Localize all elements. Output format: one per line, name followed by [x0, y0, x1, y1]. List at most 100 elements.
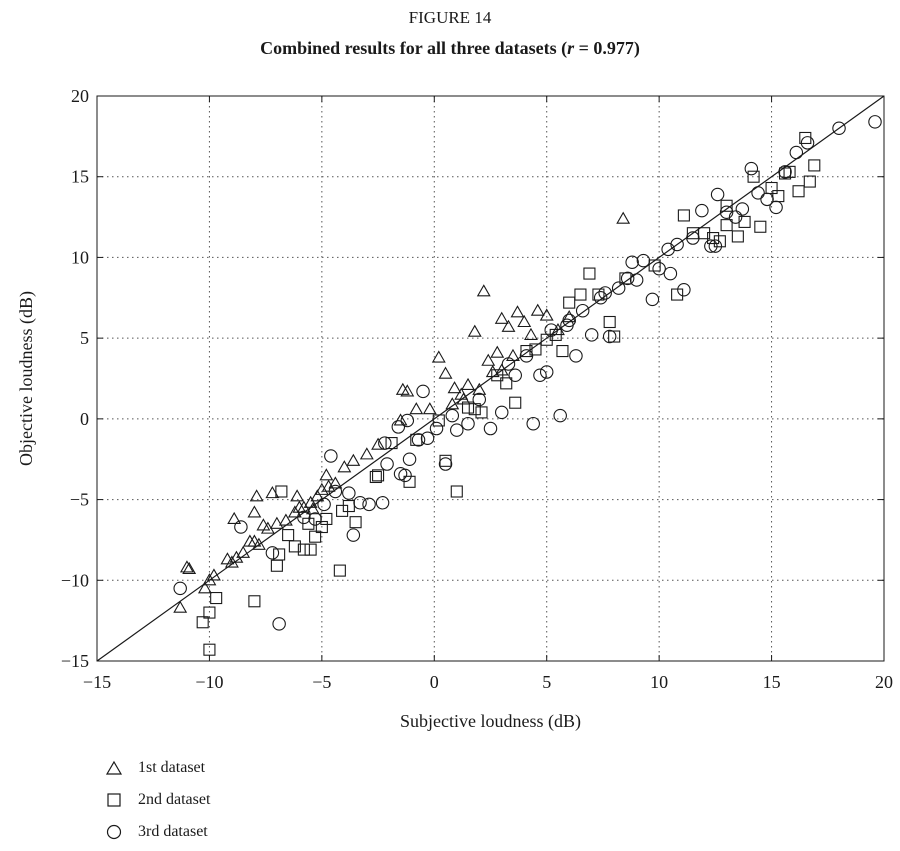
point-dataset-1 [247, 505, 262, 518]
point-dataset-3 [297, 510, 311, 525]
point-dataset-3 [620, 271, 635, 286]
circle-icon [106, 824, 122, 840]
point-dataset-3 [380, 457, 394, 471]
point-dataset-3 [317, 497, 331, 512]
point-dataset-3 [710, 187, 725, 202]
x-tick-label: −5 [312, 672, 331, 692]
point-dataset-2 [333, 564, 346, 577]
point-dataset-3 [686, 231, 700, 245]
point-dataset-1 [454, 387, 469, 400]
point-dataset-3 [670, 237, 684, 252]
legend-label-2nd: 2nd dataset [138, 791, 211, 808]
point-dataset-3 [519, 349, 534, 363]
point-dataset-2 [549, 328, 562, 341]
point-dataset-2 [671, 288, 684, 301]
point-dataset-3 [234, 520, 248, 534]
point-dataset-1 [269, 516, 284, 529]
point-dataset-3 [173, 581, 187, 596]
point-dataset-1 [220, 552, 235, 565]
grid-lines [97, 96, 884, 661]
point-dataset-1 [227, 511, 242, 524]
point-dataset-2 [304, 543, 317, 556]
point-dataset-1 [290, 489, 305, 502]
point-dataset-2 [677, 209, 690, 222]
x-axis-label: Subjective loudness (dB) [400, 711, 581, 732]
point-dataset-3 [800, 136, 815, 150]
triangle-icon [105, 760, 123, 775]
point-dataset-1 [256, 518, 271, 531]
point-dataset-1 [510, 305, 525, 318]
point-dataset-2 [574, 288, 587, 301]
point-dataset-2 [450, 485, 463, 498]
y-tick-label: −10 [61, 570, 89, 590]
point-dataset-1 [485, 364, 500, 378]
point-dataset-2 [320, 512, 333, 525]
point-dataset-1 [206, 568, 221, 581]
point-dataset-1 [236, 545, 251, 558]
point-dataset-2 [315, 520, 328, 534]
point-dataset-2 [720, 199, 733, 212]
point-dataset-1 [400, 384, 415, 397]
point-dataset-3 [539, 365, 554, 379]
point-dataset-2 [808, 159, 821, 172]
point-dataset-2 [439, 454, 452, 467]
point-dataset-2 [342, 499, 355, 513]
x-tick-label: −15 [83, 672, 111, 692]
scatter-chart: −15 −10 −5 0 5 10 15 20 −15 −10 −5 0 5 10 15 20 Subject… [16, 86, 893, 732]
point-dataset-1 [445, 397, 460, 410]
point-dataset-3 [378, 436, 392, 450]
point-dataset-2 [731, 230, 744, 243]
point-dataset-1 [393, 413, 408, 426]
point-dataset-3 [728, 210, 743, 224]
point-dataset-2 [783, 165, 796, 178]
point-dataset-3 [744, 161, 759, 176]
legend-item-3rd: 3rd dataset [102, 816, 210, 848]
x-tick-label: 5 [542, 672, 551, 692]
point-dataset-1 [305, 502, 320, 515]
point-dataset-3 [416, 384, 430, 399]
point-dataset-1 [530, 303, 545, 316]
point-dataset-1 [359, 447, 374, 460]
point-dataset-2 [529, 343, 542, 356]
point-dataset-3 [483, 421, 498, 436]
point-dataset-3 [663, 266, 678, 281]
point-dataset-1 [409, 402, 424, 415]
legend-item-1st: 1st dataset [102, 752, 210, 784]
point-dataset-3 [652, 261, 666, 276]
point-dataset-3 [575, 303, 590, 318]
point-dataset-2 [369, 470, 382, 484]
point-dataset-3 [411, 433, 426, 447]
point-dataset-1 [472, 382, 487, 395]
point-dataset-2 [792, 185, 805, 198]
legend-label-1st: 1st dataset [138, 759, 206, 776]
point-dataset-3 [265, 546, 280, 560]
point-dataset-2 [698, 227, 711, 240]
point-dataset-1 [422, 402, 437, 415]
point-dataset-1 [616, 211, 631, 224]
legend-item-2nd: 2nd dataset [102, 784, 210, 816]
point-dataset-1 [467, 324, 482, 337]
y-tick-label: −5 [70, 490, 89, 510]
point-dataset-1 [517, 314, 532, 328]
point-dataset-3 [393, 466, 408, 481]
point-dataset-1 [539, 308, 554, 321]
point-dataset-1 [476, 284, 491, 297]
point-dataset-1 [501, 319, 516, 332]
y-tick-label: 0 [80, 409, 89, 429]
point-dataset-3 [544, 323, 558, 337]
point-dataset-1 [278, 513, 293, 526]
chart-title: Combined results for all three datasets … [260, 38, 640, 58]
point-dataset-3 [560, 318, 574, 332]
point-dataset-1 [197, 581, 212, 594]
point-dataset-2 [461, 401, 475, 414]
point-dataset-3 [778, 165, 792, 179]
r-variable: r [567, 38, 575, 58]
point-dataset-3 [636, 253, 651, 268]
point-dataset-1 [346, 453, 361, 466]
point-dataset-1 [319, 468, 334, 481]
point-dataset-1 [292, 500, 307, 513]
point-dataset-3 [508, 368, 522, 383]
point-dataset-2 [603, 315, 616, 329]
x-tick-label: 20 [875, 672, 893, 692]
point-dataset-2 [349, 516, 362, 529]
